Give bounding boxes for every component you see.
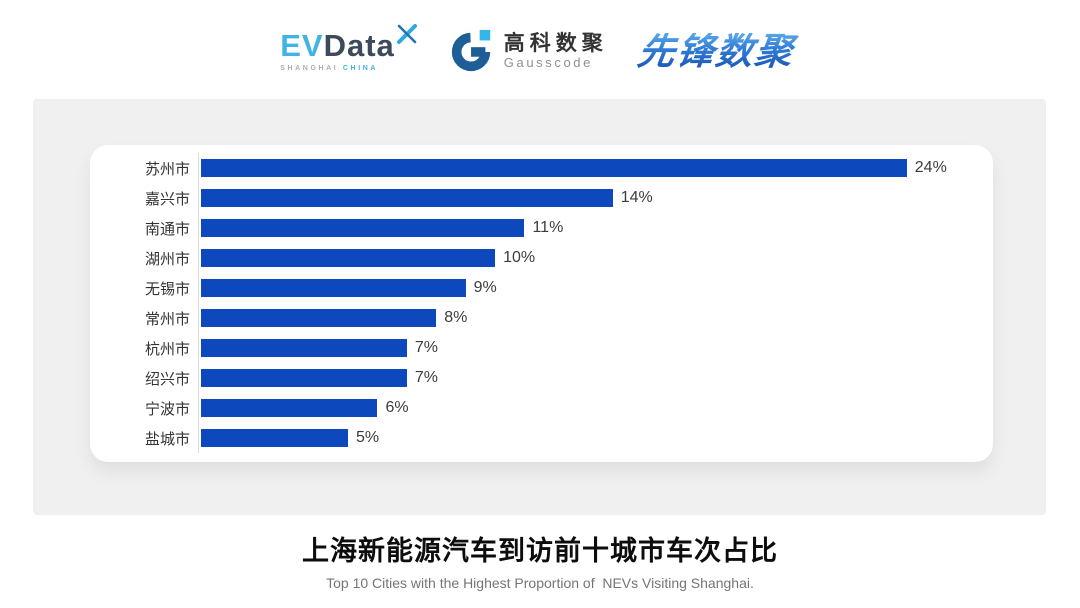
value-label: 8% — [444, 309, 468, 326]
chart-row: 无锡市 9% — [90, 273, 993, 303]
value-label: 24% — [914, 159, 947, 176]
bar — [201, 249, 496, 267]
pioneer-logo: 先锋数聚 — [635, 31, 802, 72]
value-label: 11% — [532, 219, 564, 236]
bar — [201, 219, 525, 237]
value-label: 9% — [473, 279, 497, 296]
value-label: 10% — [503, 249, 536, 266]
evdata-caption: SHANGHAI CHINA — [280, 65, 378, 72]
gausscode-g-icon — [451, 29, 490, 72]
evdata-data-text: Data — [323, 28, 395, 63]
evdata-x-icon — [396, 24, 417, 44]
category-label: 无锡市 — [144, 280, 190, 298]
chart-row: 绍兴市 7% — [90, 363, 993, 393]
bar — [201, 189, 613, 207]
bar — [201, 339, 407, 357]
bar-track: 7% — [198, 333, 993, 363]
chart-row: 杭州市 7% — [90, 333, 993, 363]
value-label: 7% — [414, 339, 438, 356]
chart-row: 湖州市 10% — [90, 243, 993, 273]
evdata-caption-country: CHINA — [342, 65, 379, 72]
evdata-wordmark: EV Data — [280, 24, 419, 63]
category-label: 宁波市 — [144, 400, 190, 418]
bar-chart: 苏州市 24% 嘉兴市 14% 南通市 11% 湖州市 10% 无锡市 9% — [90, 153, 993, 453]
chart-title: 上海新能源汽车到访前十城市车次占比 — [302, 536, 778, 566]
value-label: 6% — [385, 399, 409, 416]
evdata-logo: EV Data SHANGHAI CHINA — [280, 24, 419, 72]
bar-track: 5% — [198, 423, 993, 453]
category-label: 绍兴市 — [144, 370, 190, 388]
gausscode-logo: 高科数聚 Gausscode — [449, 28, 608, 74]
evdata-ev-text: EV — [280, 28, 324, 63]
evdata-caption-city: SHANGHAI — [280, 65, 339, 72]
category-label: 盐城市 — [144, 430, 190, 448]
bar — [201, 159, 907, 177]
bar — [201, 279, 466, 297]
chart-row: 嘉兴市 14% — [90, 183, 993, 213]
chart-card: 苏州市 24% 嘉兴市 14% 南通市 11% 湖州市 10% 无锡市 9% — [90, 145, 993, 462]
bar — [201, 309, 437, 327]
chart-row: 盐城市 5% — [90, 423, 993, 453]
gausscode-cn-text: 高科数聚 — [503, 31, 608, 55]
bar — [201, 429, 349, 447]
bar-track: 8% — [198, 303, 993, 333]
value-label: 14% — [620, 189, 653, 206]
gausscode-en-text: Gausscode — [503, 54, 593, 70]
category-label: 杭州市 — [144, 340, 190, 358]
chart-row: 苏州市 24% — [90, 153, 993, 183]
category-label: 常州市 — [144, 310, 190, 328]
bar — [201, 399, 378, 417]
chart-row: 常州市 8% — [90, 303, 993, 333]
bar — [201, 369, 407, 387]
bar-track: 14% — [198, 183, 993, 213]
bar-track: 10% — [198, 243, 993, 273]
chart-row: 宁波市 6% — [90, 393, 993, 423]
gausscode-text: 高科数聚 Gausscode — [504, 32, 608, 70]
category-label: 嘉兴市 — [144, 190, 190, 208]
chart-panel: 苏州市 24% 嘉兴市 14% 南通市 11% 湖州市 10% 无锡市 9% — [33, 99, 1046, 515]
bar-track: 11% — [198, 213, 993, 243]
category-label: 南通市 — [144, 220, 190, 238]
chart-caption: 上海新能源汽车到访前十城市车次占比 Top 10 Cities with the… — [0, 529, 1080, 591]
header-logos: EV Data SHANGHAI CHINA 高科数聚 Gausscode — [0, 20, 1080, 82]
category-label: 苏州市 — [144, 160, 190, 178]
category-label: 湖州市 — [144, 250, 190, 268]
chart-row: 南通市 11% — [90, 213, 993, 243]
bar-track: 6% — [198, 393, 993, 423]
bar-track: 7% — [198, 363, 993, 393]
value-label: 7% — [414, 369, 438, 386]
bar-track: 9% — [198, 273, 993, 303]
bar-track: 24% — [198, 153, 993, 183]
value-label: 5% — [356, 429, 380, 446]
chart-subtitle: Top 10 Cities with the Highest Proportio… — [326, 575, 754, 591]
